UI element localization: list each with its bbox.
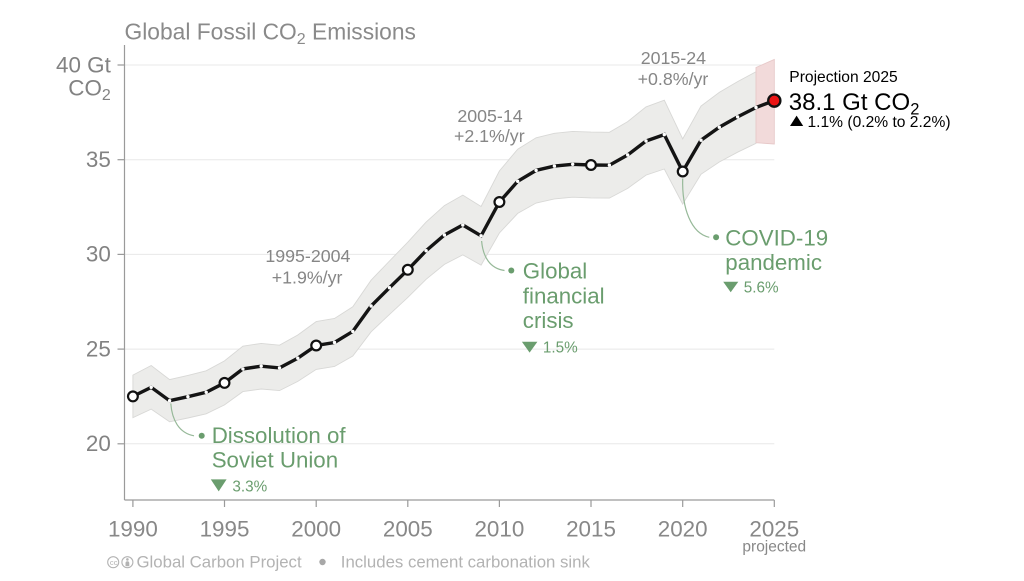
svg-text:1995-2004: 1995-2004 bbox=[265, 246, 350, 266]
svg-text:2015-24: 2015-24 bbox=[641, 48, 706, 68]
svg-text:Global: Global bbox=[523, 259, 587, 284]
svg-text:financial: financial bbox=[523, 283, 605, 308]
svg-text:3.3%: 3.3% bbox=[232, 478, 267, 495]
svg-text:40 Gt: 40 Gt bbox=[56, 52, 112, 77]
svg-text:35: 35 bbox=[86, 147, 111, 172]
svg-text:pandemic: pandemic bbox=[725, 250, 822, 275]
svg-text:Global Fossil CO2 Emissions: Global Fossil CO2 Emissions bbox=[125, 19, 416, 49]
svg-text:25: 25 bbox=[86, 336, 111, 361]
svg-text:Includes cement carbonation si: Includes cement carbonation sink bbox=[341, 552, 591, 571]
svg-text:2005: 2005 bbox=[383, 517, 433, 542]
svg-text:20: 20 bbox=[86, 431, 111, 456]
svg-text:38.1 Gt CO2: 38.1 Gt CO2 bbox=[789, 89, 920, 119]
svg-text:1995: 1995 bbox=[200, 517, 250, 542]
svg-text:2005-14: 2005-14 bbox=[457, 106, 522, 126]
svg-text:1.5%: 1.5% bbox=[543, 339, 578, 356]
svg-text:Soviet Union: Soviet Union bbox=[212, 448, 338, 473]
svg-text:2000: 2000 bbox=[291, 517, 341, 542]
svg-text:+0.8%/yr: +0.8%/yr bbox=[638, 69, 709, 89]
svg-text:projected: projected bbox=[742, 538, 806, 555]
svg-text:30: 30 bbox=[86, 242, 111, 267]
svg-text:cc: cc bbox=[110, 558, 118, 567]
svg-text:COVID-19: COVID-19 bbox=[725, 226, 828, 251]
svg-text:Global Carbon Project: Global Carbon Project bbox=[137, 552, 302, 571]
svg-text:5.6%: 5.6% bbox=[744, 280, 779, 297]
svg-text:2010: 2010 bbox=[474, 517, 524, 542]
svg-text:+2.1%/yr: +2.1%/yr bbox=[454, 126, 525, 146]
svg-text:+1.9%/yr: +1.9%/yr bbox=[272, 267, 343, 287]
svg-text:2020: 2020 bbox=[658, 517, 708, 542]
svg-text:Dissolution of: Dissolution of bbox=[212, 423, 347, 448]
svg-text:2015: 2015 bbox=[566, 517, 616, 542]
svg-text:Projection 2025: Projection 2025 bbox=[789, 69, 898, 86]
svg-text:1.1% (0.2% to 2.2%): 1.1% (0.2% to 2.2%) bbox=[808, 114, 951, 131]
svg-text:crisis: crisis bbox=[523, 308, 574, 333]
svg-text:1990: 1990 bbox=[108, 517, 158, 542]
svg-text:2025: 2025 bbox=[749, 517, 799, 542]
